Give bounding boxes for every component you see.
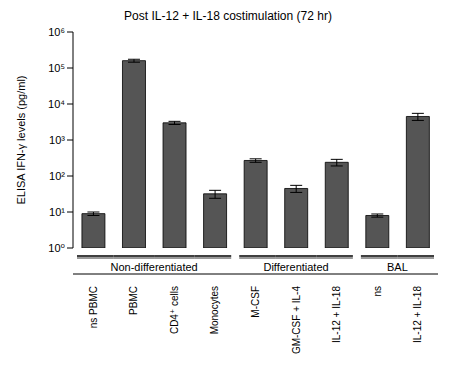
svg-text:IL-12 + IL-18: IL-12 + IL-18 xyxy=(331,286,342,343)
svg-text:10²: 10² xyxy=(49,170,65,182)
svg-text:10⁰: 10⁰ xyxy=(48,242,65,254)
svg-text:10⁴: 10⁴ xyxy=(48,98,65,110)
svg-text:M-CSF: M-CSF xyxy=(250,286,261,318)
svg-text:ns: ns xyxy=(372,286,383,297)
svg-text:Monocytes: Monocytes xyxy=(209,286,220,334)
svg-text:Non-differentiated: Non-differentiated xyxy=(110,261,197,273)
svg-text:CD4⁺ cells: CD4⁺ cells xyxy=(169,286,180,334)
svg-text:PBMC: PBMC xyxy=(128,286,139,315)
svg-text:GM-CSF + IL-4: GM-CSF + IL-4 xyxy=(291,286,302,354)
svg-text:BAL: BAL xyxy=(387,261,408,273)
svg-text:10⁶: 10⁶ xyxy=(48,26,65,38)
svg-text:10³: 10³ xyxy=(49,134,65,146)
svg-text:Differentiated: Differentiated xyxy=(263,261,328,273)
svg-text:ns PBMC: ns PBMC xyxy=(88,286,99,328)
html-text:Post IL-12 + IL-18 costimulati: Post IL-12 + IL-18 costimulation (72 hr) xyxy=(124,9,332,23)
svg-text:10¹: 10¹ xyxy=(49,206,65,218)
svg-text:ELISA IFN-γ levels (pg/ml): ELISA IFN-γ levels (pg/ml) xyxy=(15,76,27,205)
svg-text:IL-12 + IL-18: IL-12 + IL-18 xyxy=(412,286,423,343)
svg-text:10⁵: 10⁵ xyxy=(48,62,65,74)
